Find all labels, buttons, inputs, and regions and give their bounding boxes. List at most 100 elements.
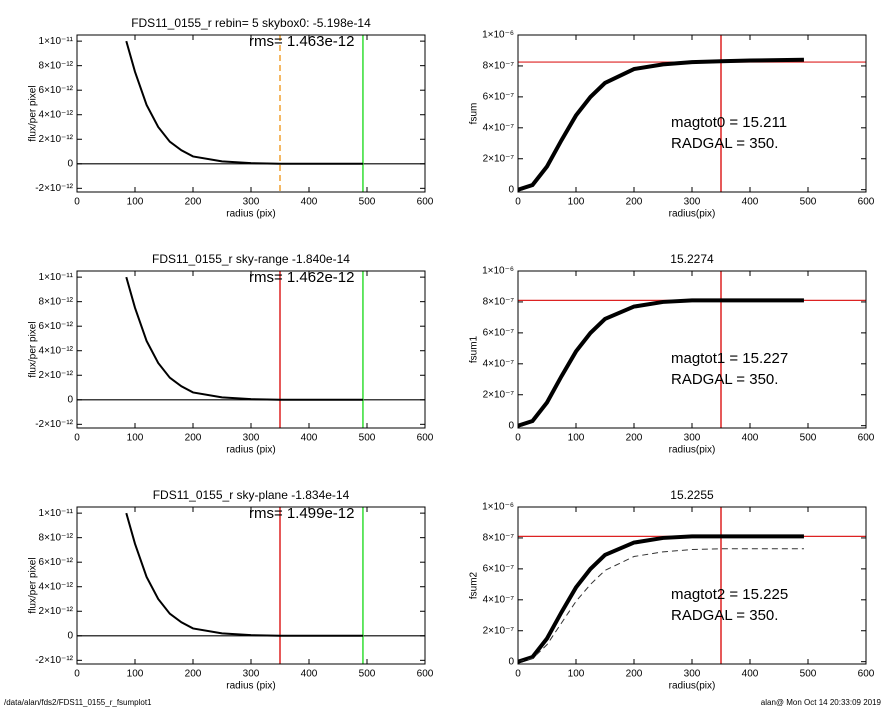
y-axis-label: flux/per pixel <box>28 321 39 377</box>
y-tick-label: 2×10⁻⁷ <box>483 153 515 164</box>
x-tick-label: 300 <box>243 197 260 208</box>
x-tick-label: 300 <box>243 433 260 444</box>
y-tick-label: 1×10⁻¹¹ <box>39 272 74 283</box>
annotation: rms= 1.463e-12 <box>249 33 354 50</box>
y-tick-label: 8×10⁻⁷ <box>483 533 515 544</box>
plot-area <box>518 35 866 192</box>
profile-line <box>125 512 363 637</box>
footer-path: /data/alan/fds2/FDS11_0155_r_fsumplot1 <box>4 698 152 707</box>
x-tick-label: 200 <box>185 197 202 208</box>
y-axis-label: flux/per pixel <box>28 85 39 141</box>
x-tick-label: 200 <box>626 669 643 680</box>
x-tick-label: 300 <box>243 669 260 680</box>
plot-frame <box>517 506 867 665</box>
y-tick-label: 1×10⁻¹¹ <box>39 36 74 47</box>
x-tick-label: 200 <box>185 433 202 444</box>
y-tick-label: 4×10⁻⁷ <box>483 122 515 133</box>
y-tick-label: 1×10⁻¹¹ <box>39 508 74 519</box>
x-tick-label: 500 <box>359 197 376 208</box>
x-tick-label: 100 <box>127 197 144 208</box>
y-tick-label: -2×10⁻¹² <box>35 655 73 666</box>
y-tick-label: 8×10⁻⁷ <box>483 297 515 308</box>
panel-title: 15.2274 <box>670 252 714 266</box>
annotation: rms= 1.462e-12 <box>249 269 354 286</box>
profile-line <box>518 534 804 664</box>
x-tick-label: 300 <box>684 197 701 208</box>
y-tick-label: 0 <box>508 656 514 667</box>
x-axis-label: radius(pix) <box>669 209 716 220</box>
plot-frame <box>76 34 426 193</box>
y-tick-label: 4×10⁻¹² <box>39 345 74 356</box>
y-tick-label: 4×10⁻¹² <box>39 109 74 120</box>
panel: 15.2255 magtot2 = 15.225 RADGAL = 350. radi… <box>469 488 875 691</box>
x-tick-label: 0 <box>74 197 80 208</box>
x-tick-label: 600 <box>417 669 434 680</box>
panel-title: 15.2255 <box>670 488 714 502</box>
panel-title: FDS11_0155_r rebin= 5 skybox0: -5.198e-1… <box>131 16 371 30</box>
x-tick-label: 600 <box>858 433 875 444</box>
y-tick-label: 0 <box>67 394 73 405</box>
annotation: RADGAL = 350. <box>671 135 778 152</box>
profile-line <box>518 57 804 192</box>
y-tick-label: 2×10⁻¹² <box>39 606 74 617</box>
x-axis-label: radius(pix) <box>669 681 716 692</box>
panel: FDS11_0155_r rebin= 5 skybox0: -5.198e-1… <box>28 16 434 219</box>
y-tick-label: 1×10⁻⁶ <box>482 30 514 41</box>
x-tick-label: 600 <box>858 669 875 680</box>
plot-area <box>77 271 425 428</box>
x-tick-label: 400 <box>742 669 759 680</box>
x-axis-label: radius (pix) <box>226 209 275 220</box>
x-tick-label: 500 <box>359 433 376 444</box>
plot-frame <box>517 270 867 429</box>
x-axis-label: radius (pix) <box>226 445 275 456</box>
x-tick-label: 100 <box>568 197 585 208</box>
x-tick-label: 0 <box>74 433 80 444</box>
x-tick-label: 0 <box>515 197 521 208</box>
y-tick-label: 6×10⁻¹² <box>39 557 74 568</box>
annotation: magtot0 = 15.211 <box>671 114 787 131</box>
y-tick-label: 0 <box>67 158 73 169</box>
annotation: magtot2 = 15.225 <box>671 586 788 603</box>
y-axis-label: fsum2 <box>469 571 480 599</box>
x-tick-label: 500 <box>359 669 376 680</box>
y-tick-label: 1×10⁻⁶ <box>482 266 514 277</box>
x-tick-label: 400 <box>301 433 318 444</box>
x-tick-label: 300 <box>684 433 701 444</box>
annotation: RADGAL = 350. <box>671 607 778 624</box>
x-tick-label: 0 <box>515 669 521 680</box>
profile-line <box>518 298 804 428</box>
y-tick-label: 0 <box>508 420 514 431</box>
y-axis-label: fsum1 <box>469 335 480 363</box>
panel: 15.2274 magtot1 = 15.227 RADGAL = 350. radi… <box>469 252 875 455</box>
panel: magtot0 = 15.211 RADGAL = 350. radius(pix)… <box>469 30 875 220</box>
y-tick-label: -2×10⁻¹² <box>35 419 73 430</box>
x-tick-label: 400 <box>742 433 759 444</box>
x-tick-label: 200 <box>626 197 643 208</box>
x-tick-label: 100 <box>127 669 144 680</box>
y-tick-label: 1×10⁻⁶ <box>482 502 514 513</box>
y-tick-label: -2×10⁻¹² <box>35 183 73 194</box>
y-axis-label: fsum <box>469 103 480 125</box>
annotation: rms= 1.499e-12 <box>249 505 354 522</box>
profile-line <box>125 40 363 165</box>
annotation: RADGAL = 350. <box>671 371 778 388</box>
y-axis-label: flux/per pixel <box>28 557 39 613</box>
y-tick-label: 4×10⁻¹² <box>39 581 74 592</box>
x-axis-label: radius(pix) <box>669 445 716 456</box>
x-tick-label: 0 <box>74 669 80 680</box>
y-tick-label: 8×10⁻¹² <box>39 60 74 71</box>
plot-frame <box>76 270 426 429</box>
x-tick-label: 500 <box>800 433 817 444</box>
plot-area <box>77 35 425 192</box>
y-tick-label: 8×10⁻¹² <box>39 296 74 307</box>
panel-title: FDS11_0155_r sky-plane -1.834e-14 <box>153 488 350 502</box>
profile-line <box>518 548 804 663</box>
y-tick-label: 0 <box>508 184 514 195</box>
x-tick-label: 100 <box>127 433 144 444</box>
footer-stamp: alan@ Mon Oct 14 20:33:09 2019 <box>761 698 882 707</box>
plot-area <box>518 271 866 428</box>
y-tick-label: 8×10⁻⁷ <box>483 61 515 72</box>
panel: FDS11_0155_r sky-plane -1.834e-14 rms= 1.… <box>28 488 434 691</box>
